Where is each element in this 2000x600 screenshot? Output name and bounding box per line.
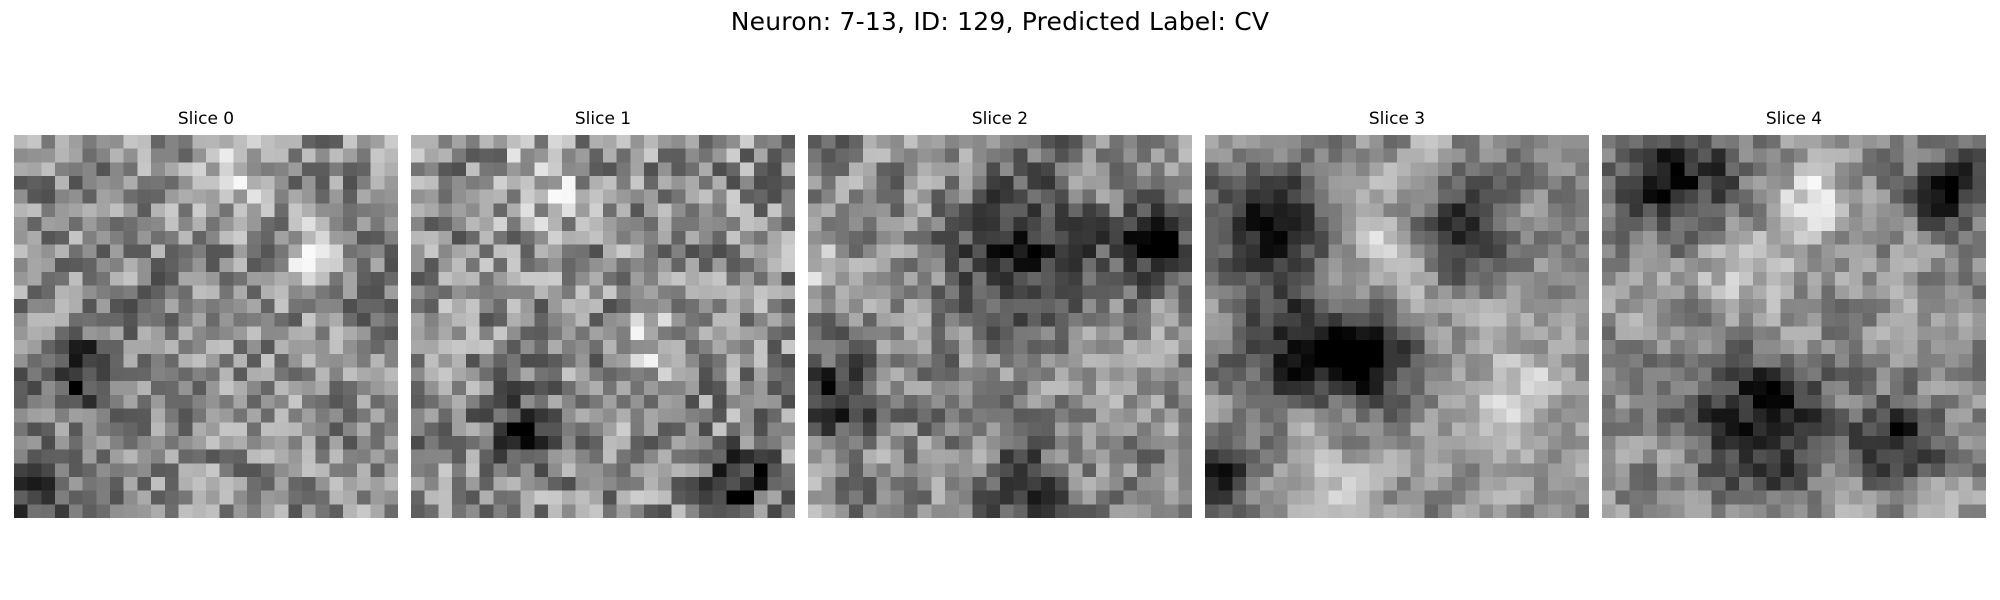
slice-title-3: Slice 3 xyxy=(1368,109,1426,129)
slice-image-4 xyxy=(1602,135,1986,518)
slice-title-1: Slice 1 xyxy=(574,109,632,129)
slice-image-0 xyxy=(14,135,398,518)
slice-panel-0: Slice 0 xyxy=(14,108,398,518)
figure-title: Neuron: 7-13, ID: 129, Predicted Label: … xyxy=(730,7,1270,36)
slice-panel-4: Slice 4 xyxy=(1602,108,1986,518)
slice-panel-2: Slice 2 xyxy=(808,108,1192,518)
slice-panel-3: Slice 3 xyxy=(1205,108,1589,518)
slice-title-2: Slice 2 xyxy=(971,109,1029,129)
slice-image-3 xyxy=(1205,135,1589,518)
slice-title-0: Slice 0 xyxy=(177,109,235,129)
slice-image-1 xyxy=(411,135,795,518)
slice-image-2 xyxy=(808,135,1192,518)
slice-title-4: Slice 4 xyxy=(1765,109,1823,129)
slice-panel-1: Slice 1 xyxy=(411,108,795,518)
